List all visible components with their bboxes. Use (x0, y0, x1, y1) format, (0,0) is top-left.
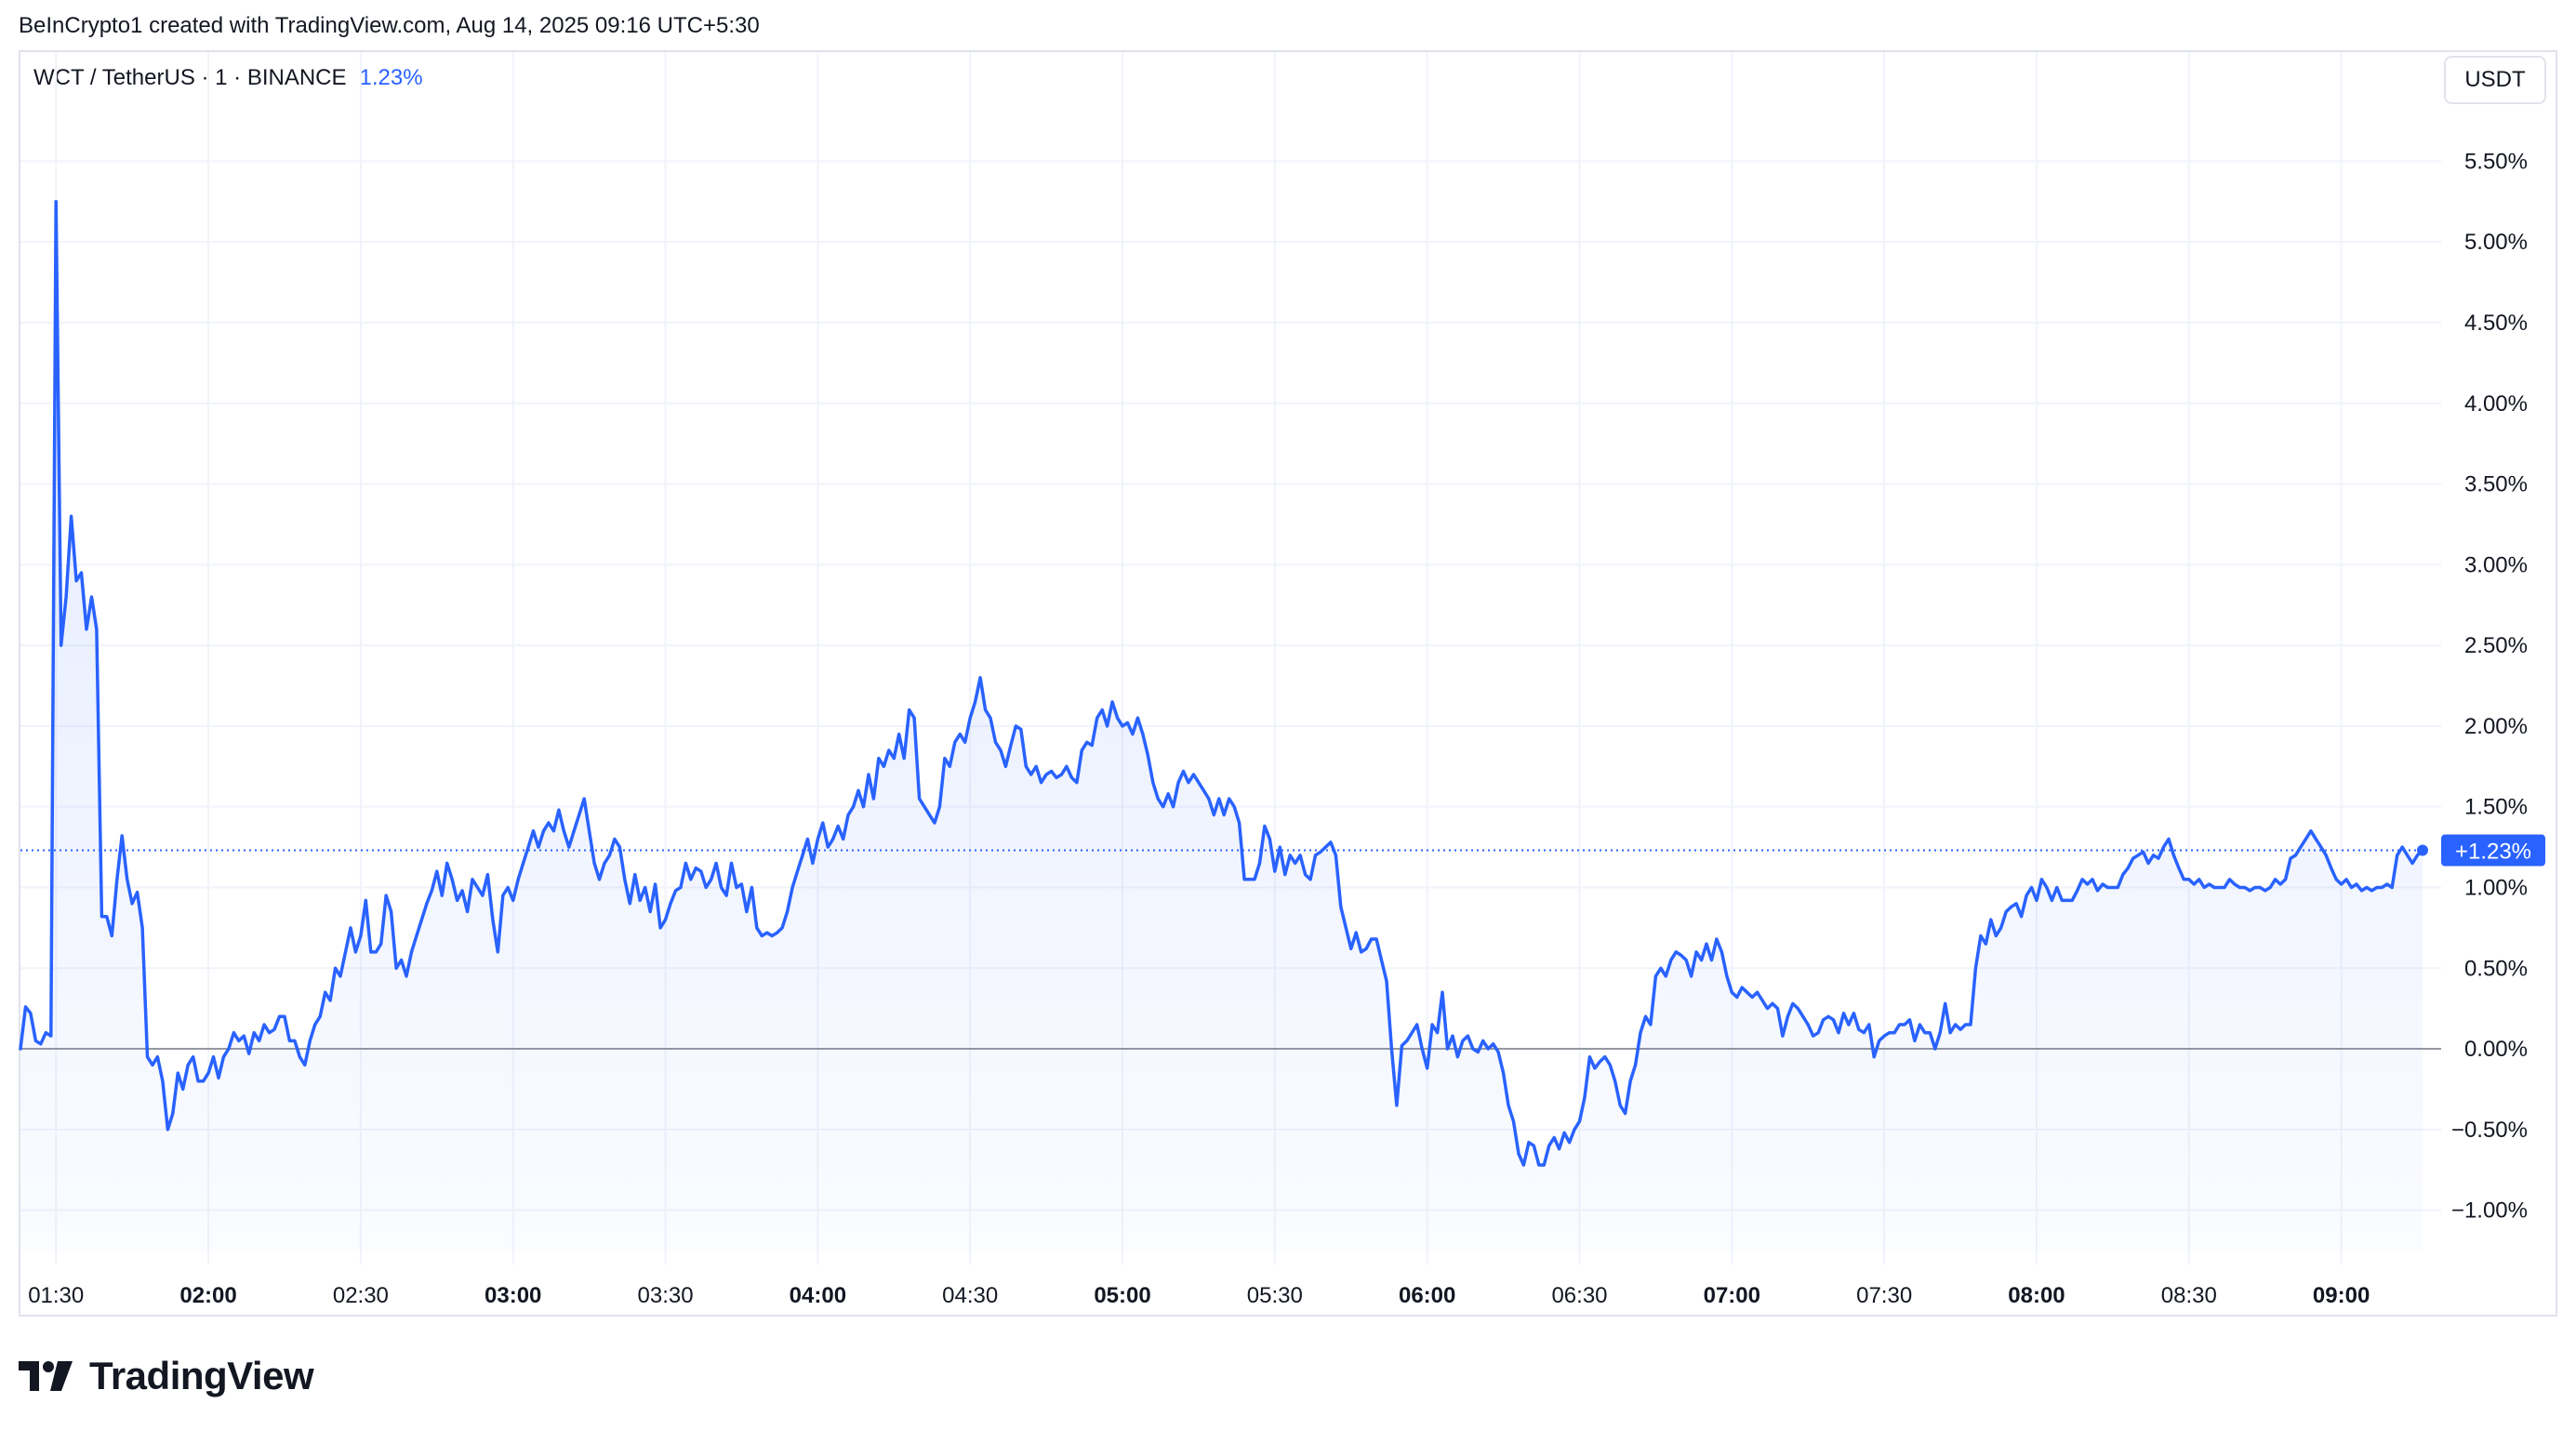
x-tick-label: 07:00 (1704, 1283, 1760, 1308)
x-axis: 01:30 02:00 02:30 03:00 03:30 04:00 04:30 05:00… (28, 1283, 2370, 1308)
area-layer (19, 200, 2441, 1251)
x-tick-label: 03:30 (638, 1283, 694, 1308)
x-tick-label: 04:00 (790, 1283, 846, 1308)
x-tick-label: 07:30 (1856, 1283, 1912, 1308)
tradingview-logo-icon (19, 1361, 73, 1391)
last-value-dot (2417, 844, 2428, 856)
currency-button[interactable]: USDT (2444, 56, 2546, 104)
tradingview-logo-text: TradingView (89, 1354, 314, 1397)
x-tick-label: 02:00 (179, 1283, 236, 1308)
y-tick-label: 0.00% (2464, 1037, 2528, 1062)
y-tick-label: 2.50% (2464, 633, 2528, 658)
y-tick-label: 1.50% (2464, 795, 2528, 820)
x-tick-label: 01:30 (28, 1283, 84, 1308)
x-tick-label: 03:00 (485, 1283, 541, 1308)
last-value-badge (2441, 834, 2545, 867)
attribution-text: BeInCrypto1 created with TradingView.com… (19, 13, 760, 38)
series-line (19, 200, 2424, 1167)
y-tick-label: 5.00% (2464, 230, 2528, 255)
x-tick-label: 05:30 (1247, 1283, 1303, 1308)
y-tick-label: −1.00% (2451, 1198, 2528, 1224)
series-area-fill (20, 201, 2423, 1251)
chart-legend: WCT / TetherUS · 1 · BINANCE 1.23% (33, 65, 423, 91)
x-tick-label: 02:30 (333, 1283, 389, 1308)
y-tick-label: 3.50% (2464, 472, 2528, 497)
x-tick-label: 08:00 (2008, 1283, 2065, 1308)
y-tick-label: 4.00% (2464, 391, 2528, 417)
change-value: 1.23% (359, 65, 423, 90)
x-tick-label: 09:00 (2313, 1283, 2370, 1308)
x-tick-label: 06:30 (1551, 1283, 1607, 1308)
y-tick-label: 5.50% (2464, 149, 2528, 174)
y-axis: 5.50% 5.00% 4.50% 4.00% 3.50% 3.00% 2.50% 2.00%… (2441, 149, 2545, 1224)
x-tick-label: 04:30 (942, 1283, 998, 1308)
tradingview-logo[interactable]: TradingView (19, 1354, 314, 1398)
x-tick-label: 08:30 (2161, 1283, 2217, 1308)
y-tick-label: 1.00% (2464, 875, 2528, 900)
y-tick-label: −0.50% (2451, 1118, 2528, 1143)
y-tick-label: 2.00% (2464, 714, 2528, 739)
y-tick-label: 0.50% (2464, 956, 2528, 981)
x-tick-label: 06:00 (1399, 1283, 1455, 1308)
x-tick-label: 05:00 (1094, 1283, 1150, 1308)
y-tick-label: 3.00% (2464, 552, 2528, 577)
last-value-label: +1.23% (2455, 840, 2531, 865)
symbol-label[interactable]: WCT / TetherUS · 1 · BINANCE (33, 65, 347, 90)
y-tick-label: 4.50% (2464, 311, 2528, 336)
chart-frame (19, 50, 2557, 1317)
